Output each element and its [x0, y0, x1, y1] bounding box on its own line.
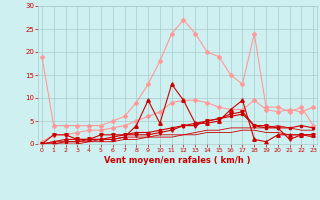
- X-axis label: Vent moyen/en rafales ( km/h ): Vent moyen/en rafales ( km/h ): [104, 156, 251, 165]
